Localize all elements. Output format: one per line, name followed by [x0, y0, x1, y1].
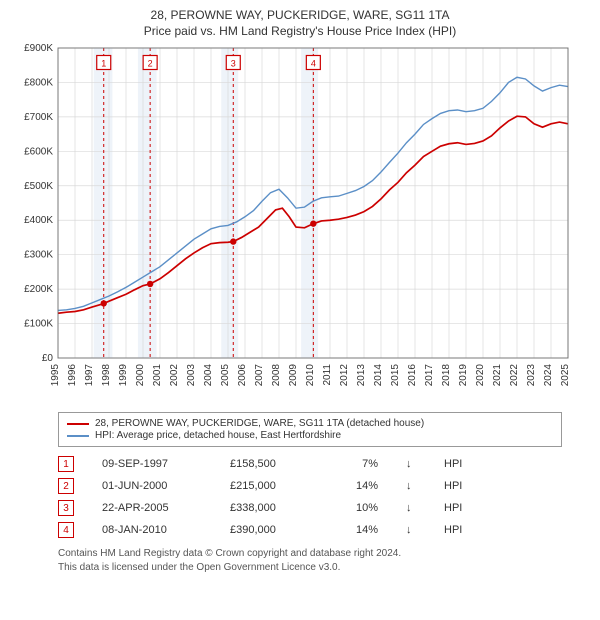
- svg-text:2019: 2019: [458, 364, 469, 387]
- svg-text:2018: 2018: [441, 364, 452, 387]
- sale-row: 3 22-APR-2005 £338,000 10% ↓ HPI: [58, 497, 562, 519]
- svg-text:£700K: £700K: [24, 112, 53, 123]
- price-chart: £0 £100K £200K £300K £400K £500K £600K £700K £80…: [8, 44, 592, 404]
- sale-price: £158,500: [230, 458, 310, 470]
- svg-text:1998: 1998: [101, 364, 112, 387]
- svg-text:4: 4: [311, 59, 316, 69]
- sale-date: 09-SEP-1997: [102, 458, 202, 470]
- sale-pct: 14%: [338, 480, 378, 492]
- svg-text:1997: 1997: [84, 364, 95, 387]
- arrow-down-icon: ↓: [406, 524, 416, 536]
- svg-text:1996: 1996: [67, 364, 78, 387]
- sale-price: £390,000: [230, 524, 310, 536]
- svg-text:£900K: £900K: [24, 44, 53, 54]
- arrow-down-icon: ↓: [406, 458, 416, 470]
- chart-title-block: 28, PEROWNE WAY, PUCKERIDGE, WARE, SG11 …: [8, 8, 592, 38]
- footer-attribution: Contains HM Land Registry data © Crown c…: [58, 547, 562, 574]
- svg-text:2007: 2007: [254, 364, 265, 387]
- svg-text:2017: 2017: [424, 364, 435, 387]
- svg-text:2010: 2010: [305, 364, 316, 387]
- legend-swatch: [67, 423, 89, 425]
- svg-text:2005: 2005: [220, 364, 231, 387]
- arrow-down-icon: ↓: [406, 480, 416, 492]
- svg-text:1999: 1999: [118, 364, 129, 387]
- svg-text:2013: 2013: [356, 364, 367, 387]
- footer-line-1: Contains HM Land Registry data © Crown c…: [58, 547, 562, 561]
- svg-text:2015: 2015: [390, 364, 401, 387]
- svg-text:2: 2: [148, 59, 153, 69]
- sale-pct: 10%: [338, 502, 378, 514]
- svg-text:2023: 2023: [526, 364, 537, 387]
- footer-line-2: This data is licensed under the Open Gov…: [58, 561, 562, 575]
- svg-text:2006: 2006: [237, 364, 248, 387]
- svg-text:£200K: £200K: [24, 284, 53, 295]
- svg-text:£300K: £300K: [24, 250, 53, 261]
- sale-pct: 14%: [338, 524, 378, 536]
- svg-text:2008: 2008: [271, 364, 282, 387]
- sale-marker: 4: [58, 522, 74, 538]
- sale-suffix: HPI: [444, 502, 462, 514]
- sale-date: 01-JUN-2000: [102, 480, 202, 492]
- legend-row: HPI: Average price, detached house, East…: [67, 430, 553, 441]
- sale-price: £338,000: [230, 502, 310, 514]
- svg-text:£600K: £600K: [24, 146, 53, 157]
- svg-text:2021: 2021: [492, 364, 503, 387]
- sale-suffix: HPI: [444, 458, 462, 470]
- legend-label: 28, PEROWNE WAY, PUCKERIDGE, WARE, SG11 …: [95, 418, 424, 429]
- sale-price: £215,000: [230, 480, 310, 492]
- svg-text:2020: 2020: [475, 364, 486, 387]
- title-address: 28, PEROWNE WAY, PUCKERIDGE, WARE, SG11 …: [8, 8, 592, 22]
- legend: 28, PEROWNE WAY, PUCKERIDGE, WARE, SG11 …: [58, 412, 562, 447]
- sale-date: 22-APR-2005: [102, 502, 202, 514]
- sale-row: 4 08-JAN-2010 £390,000 14% ↓ HPI: [58, 519, 562, 541]
- legend-row: 28, PEROWNE WAY, PUCKERIDGE, WARE, SG11 …: [67, 418, 553, 429]
- svg-text:2009: 2009: [288, 364, 299, 387]
- svg-text:2012: 2012: [339, 364, 350, 387]
- sale-marker: 2: [58, 478, 74, 494]
- svg-text:£400K: £400K: [24, 215, 53, 226]
- svg-text:2016: 2016: [407, 364, 418, 387]
- chart-container: £0 £100K £200K £300K £400K £500K £600K £700K £80…: [8, 44, 592, 404]
- sale-marker: 3: [58, 500, 74, 516]
- legend-label: HPI: Average price, detached house, East…: [95, 430, 341, 441]
- svg-text:2011: 2011: [322, 364, 333, 386]
- svg-text:2001: 2001: [152, 364, 163, 387]
- arrow-down-icon: ↓: [406, 502, 416, 514]
- sale-row: 1 09-SEP-1997 £158,500 7% ↓ HPI: [58, 453, 562, 475]
- svg-text:2002: 2002: [169, 364, 180, 387]
- sales-table: 1 09-SEP-1997 £158,500 7% ↓ HPI 2 01-JUN-2000 £2…: [58, 453, 562, 541]
- svg-text:2025: 2025: [560, 364, 571, 387]
- svg-text:2004: 2004: [203, 364, 214, 387]
- svg-text:3: 3: [231, 59, 236, 69]
- svg-text:2022: 2022: [509, 364, 520, 387]
- svg-text:£100K: £100K: [24, 319, 53, 330]
- sale-suffix: HPI: [444, 480, 462, 492]
- svg-text:2014: 2014: [373, 364, 384, 387]
- svg-text:£500K: £500K: [24, 181, 53, 192]
- svg-text:2024: 2024: [543, 364, 554, 387]
- sale-marker: 1: [58, 456, 74, 472]
- svg-text:2003: 2003: [186, 364, 197, 387]
- legend-swatch: [67, 435, 89, 437]
- title-subtitle: Price paid vs. HM Land Registry's House …: [8, 24, 592, 38]
- svg-text:1: 1: [101, 59, 106, 69]
- sale-suffix: HPI: [444, 524, 462, 536]
- svg-text:£800K: £800K: [24, 77, 53, 88]
- sale-pct: 7%: [338, 458, 378, 470]
- sale-date: 08-JAN-2010: [102, 524, 202, 536]
- svg-text:1995: 1995: [50, 364, 61, 387]
- svg-text:£0: £0: [42, 353, 54, 364]
- sale-row: 2 01-JUN-2000 £215,000 14% ↓ HPI: [58, 475, 562, 497]
- svg-text:2000: 2000: [135, 364, 146, 387]
